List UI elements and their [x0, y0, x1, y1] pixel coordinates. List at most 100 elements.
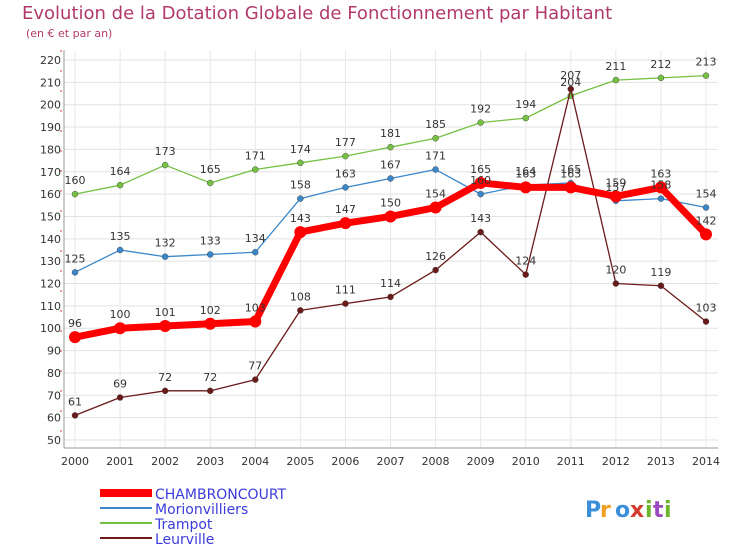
data-label: 174 [290, 143, 311, 156]
data-point [609, 190, 622, 203]
data-point [71, 190, 79, 198]
y-tick-label: 150 [40, 210, 61, 223]
data-point [339, 217, 352, 230]
data-point [116, 181, 124, 189]
y-tick-label: 110 [40, 300, 61, 313]
y-tick-label: 90 [47, 345, 61, 358]
data-point [654, 181, 667, 194]
data-label: 171 [245, 150, 266, 163]
data-point [69, 331, 81, 344]
x-tick-label: 2013 [647, 455, 675, 468]
data-label: 108 [290, 290, 311, 303]
data-label: 192 [470, 103, 491, 116]
logo-letter: t [653, 498, 664, 523]
data-point [387, 175, 394, 182]
data-label: 165 [560, 163, 581, 176]
data-label: 119 [650, 266, 671, 279]
data-point [249, 315, 262, 328]
y-tick-label: 220 [40, 54, 61, 67]
legend: CHAMBRONCOURTMorionvilliersTrampotLeurvi… [100, 487, 287, 548]
data-point [252, 166, 259, 173]
data-point [297, 307, 304, 314]
data-point [477, 119, 484, 126]
data-point [612, 280, 620, 287]
data-point [477, 228, 484, 236]
data-point [71, 269, 79, 276]
data-point [522, 271, 529, 278]
data-label: 133 [200, 234, 221, 247]
data-label: 207 [560, 69, 581, 82]
data-point [207, 179, 214, 187]
y-tick-label: 100 [40, 322, 61, 335]
logo-letter: o [615, 498, 630, 523]
x-tick-label: 2003 [196, 455, 224, 468]
data-point [612, 76, 620, 84]
data-point [207, 251, 214, 258]
data-point [342, 184, 349, 191]
data-label: 165 [200, 163, 221, 176]
y-tick-label: 190 [40, 121, 61, 134]
data-point [519, 181, 532, 194]
data-label: 61 [68, 395, 82, 408]
data-label: 160 [65, 174, 86, 187]
data-point [702, 318, 710, 325]
data-point [387, 143, 394, 151]
legend-label: Trampot [154, 517, 213, 533]
data-label: 213 [696, 56, 717, 69]
data-label: 142 [696, 214, 717, 227]
data-label: 154 [696, 188, 717, 201]
y-tick-label: 160 [40, 188, 61, 201]
x-tick-label: 2000 [61, 455, 89, 468]
data-point [71, 412, 79, 419]
data-label: 212 [650, 58, 671, 71]
data-label: 102 [200, 304, 221, 317]
x-tick-label: 2011 [557, 455, 585, 468]
data-label: 114 [380, 277, 401, 290]
data-label: 204 [560, 76, 581, 89]
data-point [567, 85, 574, 93]
data-label: 158 [650, 179, 671, 192]
data-label: 143 [290, 212, 311, 225]
data-point [702, 204, 710, 211]
data-label: 177 [335, 136, 356, 149]
data-point [161, 161, 169, 169]
data-point [384, 210, 397, 223]
data-label: 147 [335, 203, 356, 216]
x-tick-label: 2005 [286, 455, 314, 468]
data-point [477, 190, 484, 198]
data-label: 159 [605, 176, 626, 189]
legend-label: CHAMBRONCOURT [155, 487, 287, 503]
data-label: 69 [113, 378, 127, 391]
x-tick-label: 2009 [467, 455, 495, 468]
logo-letter: i [645, 498, 653, 523]
data-point [207, 387, 214, 395]
chart-title: Evolution de la Dotation Globale de Fonc… [22, 3, 613, 24]
data-label: 96 [68, 317, 82, 330]
data-point [116, 394, 124, 401]
data-label: 194 [515, 98, 536, 111]
data-label: 134 [245, 232, 266, 245]
data-label: 163 [560, 167, 581, 180]
data-label: 72 [158, 371, 172, 384]
data-label: 101 [155, 306, 176, 319]
data-point [432, 135, 439, 142]
y-tick-label: 170 [40, 166, 61, 179]
x-tick-label: 2006 [331, 455, 359, 468]
data-label: 72 [203, 371, 217, 384]
data-label: 167 [380, 158, 401, 171]
data-label: 120 [605, 264, 626, 277]
data-label: 164 [515, 165, 536, 178]
logo-letter: r [600, 498, 611, 523]
data-label: 126 [425, 250, 446, 263]
logo-letter: x [630, 498, 644, 523]
data-point [114, 322, 127, 335]
y-tick-label: 60 [47, 412, 61, 425]
legend-label: Morionvilliers [155, 502, 248, 518]
data-label: 164 [110, 165, 131, 178]
x-tick-label: 2004 [241, 455, 269, 468]
data-label: 165 [470, 163, 491, 176]
data-label: 181 [380, 127, 401, 140]
data-point [161, 253, 169, 260]
data-point [204, 317, 217, 330]
